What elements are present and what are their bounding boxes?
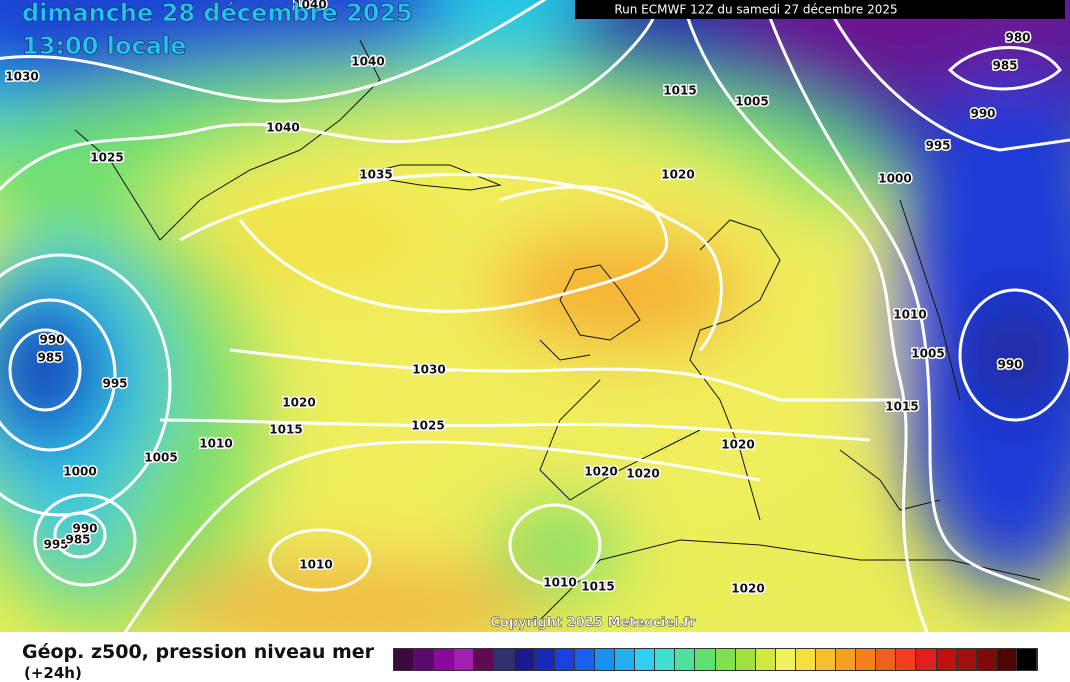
- isobar-label: 980: [1005, 31, 1030, 45]
- scale-swatch: [615, 649, 636, 670]
- isobar-label: 985: [37, 351, 62, 365]
- isobar-label: 1005: [911, 347, 944, 361]
- isobar-label: 1025: [90, 151, 123, 165]
- scale-swatch: [956, 649, 977, 670]
- isobar-label: 990: [970, 107, 995, 121]
- scale-swatch: [976, 649, 997, 670]
- isobar-label: 1020: [731, 582, 764, 596]
- scale-swatch: [655, 649, 676, 670]
- isobar-label: 1005: [735, 95, 768, 109]
- isobar-label: 1025: [411, 419, 444, 433]
- weather-map: 1040 1040 1030 1040 1025 1035 1015 1005 1020 980 9…: [0, 0, 1070, 632]
- scale-swatch: [836, 649, 857, 670]
- isobar-label: 1010: [299, 558, 332, 572]
- isobar-label: 1040: [266, 121, 299, 135]
- isobar-label: 985: [65, 533, 90, 547]
- scale-swatch: [434, 649, 455, 670]
- isobar-label: 1030: [412, 363, 445, 377]
- isobar-label: 985: [992, 59, 1017, 73]
- color-scale: [393, 648, 1038, 671]
- isobar-label: 1020: [721, 438, 754, 452]
- run-banner: [575, 0, 1065, 19]
- scale-swatch: [815, 649, 837, 670]
- scale-swatch: [996, 649, 1017, 670]
- scale-swatch: [856, 649, 877, 670]
- isobar-label: 995: [43, 538, 68, 552]
- isobar-label: 990: [997, 358, 1022, 372]
- scale-swatch: [635, 649, 656, 670]
- scale-swatch: [414, 649, 435, 670]
- isobar-label: 1020: [282, 396, 315, 410]
- isobar-label: 1005: [144, 451, 177, 465]
- isobar-label: 995: [102, 377, 127, 391]
- scale-swatch: [795, 649, 816, 670]
- scale-swatch: [534, 649, 555, 670]
- scale-swatch: [514, 649, 535, 670]
- scale-swatch: [876, 649, 897, 670]
- scale-swatch: [896, 649, 917, 670]
- isobar-label: 1000: [63, 465, 96, 479]
- isobar-label: 1010: [893, 308, 926, 322]
- isobar-label: 990: [39, 333, 64, 347]
- scale-swatch: [494, 649, 515, 670]
- scale-swatch: [474, 649, 495, 670]
- isobar-label: 1010: [543, 576, 576, 590]
- scale-swatch: [574, 649, 595, 670]
- map-subtitle: 13:00 locale: [22, 32, 186, 60]
- isobar-label: 1040: [351, 55, 384, 69]
- scale-swatch: [675, 649, 696, 670]
- isobar-label: 1040: [293, 0, 326, 12]
- scale-swatch: [936, 649, 957, 670]
- scale-swatch: [735, 649, 756, 670]
- scale-swatch: [554, 649, 575, 670]
- isobar-label: 1030: [5, 70, 38, 84]
- scale-swatch: [1016, 649, 1037, 670]
- isobar-label: 990: [72, 522, 97, 536]
- map-title: dimanche 28 décembre 2025: [22, 0, 413, 27]
- isobar-label: 1020: [661, 168, 694, 182]
- isobar-label: 1000: [878, 172, 911, 186]
- isobar-label: 1010: [199, 437, 232, 451]
- scale-swatch: [715, 649, 736, 670]
- isobar-label: 1020: [626, 467, 659, 481]
- isobar-label: 1015: [581, 580, 614, 594]
- scale-swatch: [594, 649, 616, 670]
- run-label: Run ECMWF 12Z du samedi 27 décembre 2025: [614, 3, 897, 17]
- scale-swatch: [454, 649, 475, 670]
- isobar-label: 1015: [663, 84, 696, 98]
- scale-swatch: [394, 649, 415, 670]
- copyright: Copyright 2025 Meteociel.fr: [490, 616, 696, 631]
- isobar-label: 1035: [359, 168, 392, 182]
- field: [0, 0, 1070, 632]
- legend-title: Géop. z500, pression niveau mer: [22, 641, 375, 663]
- isobar-label: 995: [925, 139, 950, 153]
- isobar-label: 1015: [885, 400, 918, 414]
- isobar-label: 1020: [584, 465, 617, 479]
- legend-lead: (+24h): [24, 664, 82, 682]
- scale-swatch: [755, 649, 776, 670]
- scale-swatch: [775, 649, 796, 670]
- scale-swatch: [695, 649, 716, 670]
- scale-swatch: [916, 649, 937, 670]
- isobar-label: 1015: [269, 423, 302, 437]
